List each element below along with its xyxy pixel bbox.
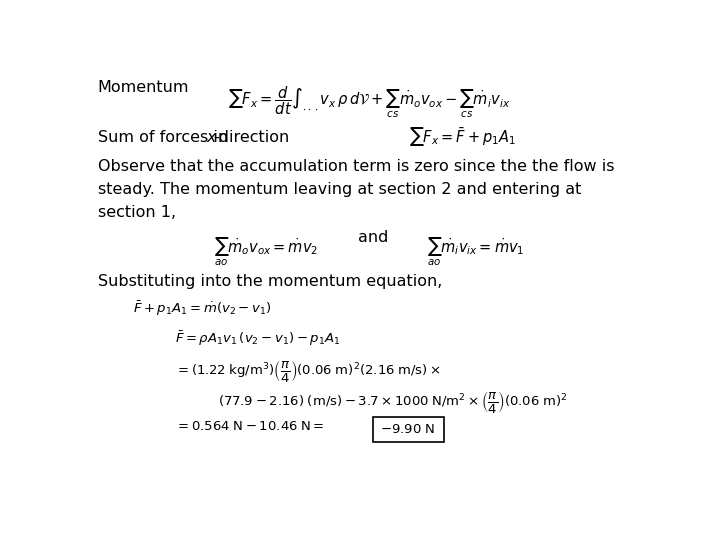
Text: $\bar{F} + p_1 A_1 = \dot{m}(v_2 - v_1)$: $\bar{F} + p_1 A_1 = \dot{m}(v_2 - v_1)$ [132,300,271,318]
Text: $\sum_{ao}\dot{m}_i v_{ix} = \dot{m}v_1$: $\sum_{ao}\dot{m}_i v_{ix} = \dot{m}v_1$ [427,236,525,268]
Text: $= 0.564\;\mathrm{N} - 10.46\;\mathrm{N} =$: $= 0.564\;\mathrm{N} - 10.46\;\mathrm{N}… [175,420,325,433]
Text: steady. The momentum leaving at section 2 and entering at: steady. The momentum leaving at section … [98,182,581,197]
Text: -direction: -direction [213,130,289,145]
Text: Sum of forces in: Sum of forces in [98,130,233,145]
Text: x: x [207,130,216,145]
Text: $\sum F_x = \dfrac{d}{dt}\int_{\cdot\cdot\cdot} v_x\,\rho\,d\mathcal{V} + \sum_{: $\sum F_x = \dfrac{d}{dt}\int_{\cdot\cdo… [228,84,510,120]
Text: Momentum: Momentum [98,80,189,95]
Text: $\bar{F} = \rho A_1 v_1\,(v_2 - v_1) - p_1 A_1$: $\bar{F} = \rho A_1 v_1\,(v_2 - v_1) - p… [175,329,341,348]
Text: $\sum_{ao}\dot{m}_o v_{ox} = \dot{m}v_2$: $\sum_{ao}\dot{m}_o v_{ox} = \dot{m}v_2$ [214,236,318,268]
Text: section 1,: section 1, [98,205,176,220]
Text: Observe that the accumulation term is zero since the the flow is: Observe that the accumulation term is ze… [98,159,614,174]
Text: $-9.90\;\mathrm{N}$: $-9.90\;\mathrm{N}$ [380,423,435,436]
FancyBboxPatch shape [373,417,444,442]
Text: $(77.9 - 2.16)\;(\mathrm{m/s}) - 3.7 \times 1000\;\mathrm{N/m^2} \times \left(\d: $(77.9 - 2.16)\;(\mathrm{m/s}) - 3.7 \ti… [218,389,567,415]
Text: $= (1.22\;\mathrm{kg/m^3})\left(\dfrac{\pi}{4}\right)(0.06\;\mathrm{m})^2(2.16\;: $= (1.22\;\mathrm{kg/m^3})\left(\dfrac{\… [175,358,441,384]
Text: and: and [358,230,388,245]
Text: Substituting into the momentum equation,: Substituting into the momentum equation, [98,274,442,289]
Text: $\sum F_x = \bar{F} + p_1 A_1$: $\sum F_x = \bar{F} + p_1 A_1$ [408,126,516,150]
